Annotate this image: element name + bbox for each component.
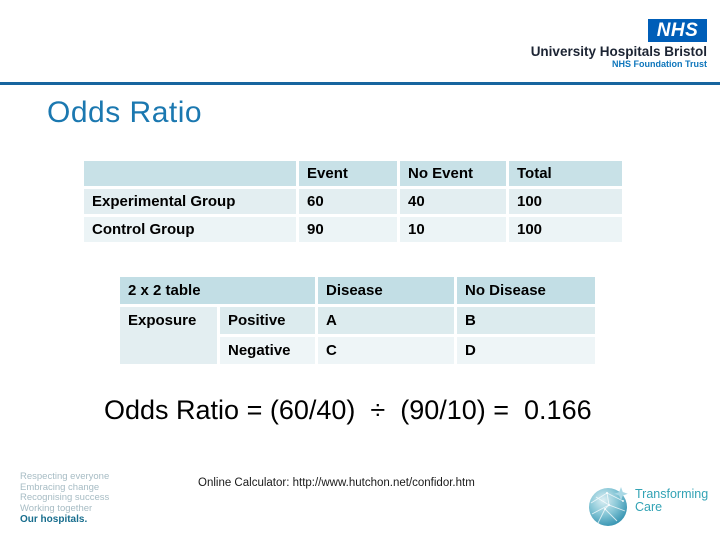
table-cell: 100	[509, 189, 622, 214]
calculator-url-note: Online Calculator: http://www.hutchon.ne…	[198, 477, 475, 489]
odds-ratio-formula: Odds Ratio = (60/40) ÷ (90/10) = 0.166	[104, 395, 592, 425]
value-line: Working together	[20, 502, 93, 514]
table-cell: 10	[400, 217, 506, 242]
header-divider	[0, 82, 720, 85]
value-line: Recognising success	[20, 492, 110, 503]
event-table-header-event: Event	[299, 161, 397, 186]
values-list: Respecting everyone Embracing change Rec…	[20, 471, 110, 526]
event-table-header-no-event: No Event	[400, 161, 506, 186]
value-line: Respecting everyone	[20, 471, 110, 482]
event-table: Event No Event Total Experimental Group …	[84, 161, 625, 242]
exposure-table-corner: 2 x 2 table	[120, 277, 315, 304]
exposure-row-group-label: Exposure	[120, 307, 217, 364]
table-cell: 100	[509, 217, 622, 242]
campaign-name: Transforming Care	[635, 488, 708, 514]
transforming-care-logo: Transforming Care	[588, 479, 710, 529]
campaign-line1: Transforming	[635, 487, 709, 501]
table-row-label: Experimental Group	[84, 189, 296, 214]
value-line: Embracing change	[20, 481, 100, 493]
campaign-line2: Care	[635, 500, 663, 514]
org-name: University Hospitals Bristol	[530, 44, 707, 59]
exposure-table-header-disease: Disease	[318, 277, 454, 304]
event-table-header-total: Total	[509, 161, 622, 186]
table-row-label: Control Group	[84, 217, 296, 242]
org-subtitle: NHS Foundation Trust	[612, 59, 707, 69]
exposure-table-header-no-disease: No Disease	[457, 277, 595, 304]
table-cell: 40	[400, 189, 506, 214]
table-cell: B	[457, 307, 595, 334]
table-cell: A	[318, 307, 454, 334]
globe-icon	[589, 487, 628, 526]
value-line-emphasis: Our hospitals.	[20, 514, 88, 525]
table-cell: 90	[299, 217, 397, 242]
table-cell: 60	[299, 189, 397, 214]
page-title: Odds Ratio	[47, 96, 203, 129]
table-cell: D	[457, 337, 595, 364]
exposure-table: 2 x 2 table Disease No Disease Exposure …	[120, 277, 601, 364]
nhs-logo: NHS	[648, 19, 707, 42]
nhs-logo-text: NHS	[656, 20, 699, 41]
table-row-label: Positive	[220, 307, 315, 334]
table-cell: C	[318, 337, 454, 364]
table-row-label: Negative	[220, 337, 315, 364]
event-table-corner	[84, 161, 296, 186]
